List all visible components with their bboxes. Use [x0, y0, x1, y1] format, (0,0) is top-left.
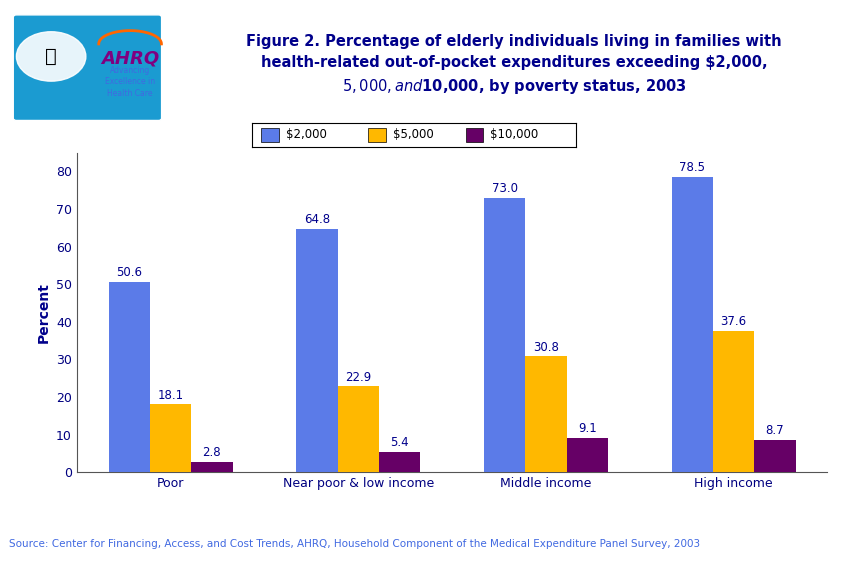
Text: Advancing
Excellence in
Health Care: Advancing Excellence in Health Care [105, 66, 155, 97]
Text: 8.7: 8.7 [764, 424, 783, 437]
FancyBboxPatch shape [14, 15, 161, 120]
Bar [378, 452, 420, 472]
Bar [525, 357, 566, 472]
Text: 9.1: 9.1 [577, 422, 596, 435]
Bar [566, 438, 607, 472]
Text: Figure 2. Percentage of elderly individuals living in families with
health-relat: Figure 2. Percentage of elderly individu… [246, 35, 780, 96]
Y-axis label: Percent: Percent [37, 282, 50, 343]
Bar [368, 128, 386, 142]
Text: $5,000: $5,000 [392, 128, 433, 141]
Text: AHRQ: AHRQ [101, 49, 159, 67]
Bar [671, 177, 712, 472]
Text: 22.9: 22.9 [345, 370, 371, 384]
Bar [191, 462, 233, 472]
Bar [261, 128, 279, 142]
Bar [337, 386, 378, 472]
Text: 🦅: 🦅 [45, 47, 57, 66]
Circle shape [16, 32, 86, 81]
Bar [150, 404, 191, 472]
Text: Source: Center for Financing, Access, and Cost Trends, AHRQ, Household Component: Source: Center for Financing, Access, an… [9, 539, 699, 550]
Bar [108, 282, 150, 472]
Text: 18.1: 18.1 [158, 389, 183, 401]
Bar [465, 128, 483, 142]
Text: 64.8: 64.8 [303, 213, 330, 226]
Bar [712, 331, 753, 472]
Bar [753, 439, 795, 472]
Text: 73.0: 73.0 [491, 182, 517, 195]
Text: 30.8: 30.8 [532, 341, 558, 354]
Text: 37.6: 37.6 [720, 315, 746, 328]
Text: 50.6: 50.6 [116, 266, 142, 279]
Bar [296, 229, 337, 472]
Bar [483, 198, 525, 472]
Text: $2,000: $2,000 [285, 128, 326, 141]
Text: 5.4: 5.4 [389, 437, 408, 449]
Text: 2.8: 2.8 [202, 446, 221, 459]
Text: 78.5: 78.5 [678, 161, 705, 175]
Text: $10,000: $10,000 [489, 128, 538, 141]
